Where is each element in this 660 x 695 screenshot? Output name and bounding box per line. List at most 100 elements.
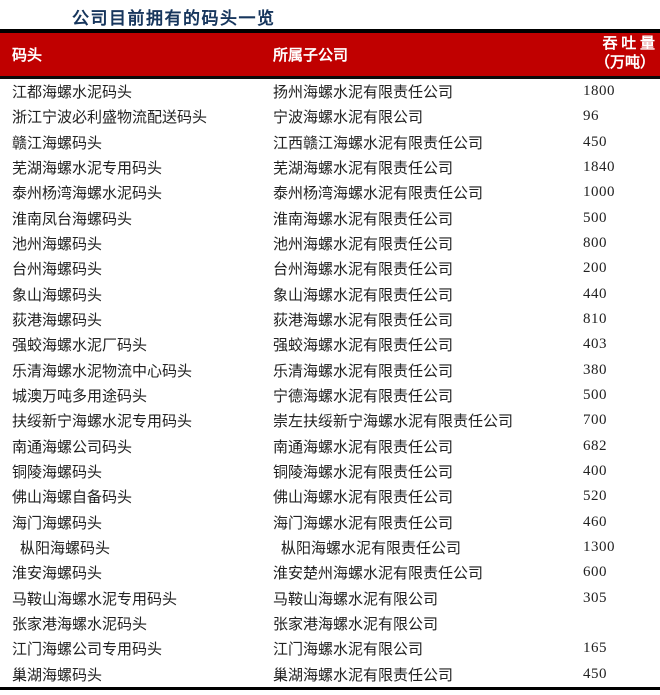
- wharf-name-cell: 佛山海螺自备码头: [12, 490, 133, 507]
- subsidiary-name-cell: 海门海螺水泥有限责任公司: [273, 515, 454, 532]
- subsidiary-name-cell: 崇左扶绥新宁海螺水泥有限责任公司: [273, 414, 514, 431]
- subsidiary-name-cell: 淮安楚州海螺水泥有限责任公司: [273, 566, 484, 583]
- subsidiary-name-cell: 台州海螺水泥有限责任公司: [273, 262, 454, 279]
- wharf-name-cell: 淮安海螺码头: [12, 566, 103, 583]
- subsidiary-name-cell: 淮南海螺水泥有限责任公司: [273, 211, 454, 228]
- wharf-name-cell: 马鞍山海螺水泥专用码头: [12, 591, 178, 608]
- header-subsidiary: 所属子公司: [273, 48, 349, 64]
- throughput-value-cell: 450: [583, 665, 607, 682]
- wharf-name-cell: 江都海螺水泥码头: [12, 85, 133, 102]
- table-header-row: 码头 所属子公司 吞 吐 量 （万吨）: [0, 29, 660, 79]
- throughput-value-cell: 460: [583, 513, 607, 530]
- throughput-value-cell: 403: [583, 336, 607, 353]
- table-row: 铜陵海螺码头 铜陵海螺水泥有限责任公司 400: [0, 459, 660, 484]
- header-wharf: 码头: [12, 48, 43, 64]
- table-row: 马鞍山海螺水泥专用码头 马鞍山海螺水泥有限公司 305: [0, 586, 660, 611]
- header-throughput: 吞 吐 量 （万吨）: [571, 33, 660, 76]
- throughput-value-cell: 305: [583, 589, 607, 606]
- throughput-value-cell: 380: [583, 361, 607, 378]
- table-row: 张家港海螺水泥码头 张家港海螺水泥有限公司: [0, 611, 660, 636]
- table-row: 江都海螺水泥码头 扬州海螺水泥有限责任公司 1800: [0, 79, 660, 104]
- wharf-name-cell: 巢湖海螺码头: [12, 667, 103, 684]
- wharf-name-cell: 南通海螺公司码头: [12, 439, 133, 456]
- table-row: 荻港海螺码头 荻港海螺水泥有限责任公司 810: [0, 307, 660, 332]
- table-row: 台州海螺码头 台州海螺水泥有限责任公司 200: [0, 256, 660, 281]
- table-body: 江都海螺水泥码头 扬州海螺水泥有限责任公司 1800 浙江宁波必利盛物流配送码头 宁波海…: [0, 79, 660, 690]
- table-row: 城澳万吨多用途码头 宁德海螺水泥有限责任公司 500: [0, 383, 660, 408]
- throughput-value-cell: 1300: [583, 539, 615, 556]
- subsidiary-name-cell: 张家港海螺水泥有限公司: [273, 617, 439, 634]
- subsidiary-name-cell: 荻港海螺水泥有限责任公司: [273, 313, 454, 330]
- wharf-name-cell: 海门海螺码头: [12, 515, 103, 532]
- subsidiary-name-cell: 宁波海螺水泥有限公司: [273, 110, 424, 127]
- table-row: 赣江海螺码头 江西赣江海螺水泥有限责任公司 450: [0, 130, 660, 155]
- wharf-name-cell: 铜陵海螺码头: [12, 465, 103, 482]
- throughput-value-cell: 682: [583, 437, 607, 454]
- throughput-value-cell: 1800: [583, 83, 615, 100]
- wharf-name-cell: 浙江宁波必利盛物流配送码头: [12, 110, 208, 127]
- subsidiary-name-cell: 泰州杨湾海螺水泥有限责任公司: [273, 186, 484, 203]
- table-row: 佛山海螺自备码头 佛山海螺水泥有限责任公司 520: [0, 484, 660, 509]
- wharf-name-cell: 淮南凤台海螺码头: [12, 211, 133, 228]
- header-throughput-line1: 吞 吐 量: [602, 36, 655, 52]
- wharf-name-cell: 扶绥新宁海螺水泥专用码头: [12, 414, 193, 431]
- throughput-value-cell: 200: [583, 260, 607, 277]
- subsidiary-name-cell: 宁德海螺水泥有限责任公司: [273, 389, 454, 406]
- throughput-value-cell: 500: [583, 209, 607, 226]
- throughput-value-cell: 1840: [583, 159, 615, 176]
- wharf-name-cell: 象山海螺码头: [12, 287, 103, 304]
- wharf-name-cell: 池州海螺码头: [12, 237, 103, 254]
- throughput-value-cell: 165: [583, 640, 607, 657]
- throughput-value-cell: 440: [583, 285, 607, 302]
- subsidiary-name-cell: 巢湖海螺水泥有限责任公司: [273, 667, 454, 684]
- subsidiary-name-cell: 池州海螺水泥有限责任公司: [273, 237, 454, 254]
- table-row: 池州海螺码头 池州海螺水泥有限责任公司 800: [0, 231, 660, 256]
- throughput-value-cell: 800: [583, 235, 607, 252]
- table-title: 公司目前拥有的码头一览: [72, 9, 276, 28]
- subsidiary-name-cell: 南通海螺水泥有限责任公司: [273, 439, 454, 456]
- wharf-name-cell: 枞阳海螺码头: [20, 541, 111, 558]
- wharf-name-cell: 台州海螺码头: [12, 262, 103, 279]
- wharf-name-cell: 乐清海螺水泥物流中心码头: [12, 363, 193, 380]
- table-row: 象山海螺码头 象山海螺水泥有限责任公司 440: [0, 282, 660, 307]
- subsidiary-name-cell: 乐清海螺水泥有限责任公司: [273, 363, 454, 380]
- table-row: 芜湖海螺水泥专用码头 芜湖海螺水泥有限责任公司 1840: [0, 155, 660, 180]
- subsidiary-name-cell: 枞阳海螺水泥有限责任公司: [281, 541, 462, 558]
- table-row: 强蛟海螺水泥厂码头 强蛟海螺水泥有限责任公司 403: [0, 332, 660, 357]
- subsidiary-name-cell: 强蛟海螺水泥有限责任公司: [273, 338, 454, 355]
- table-row: 淮南凤台海螺码头 淮南海螺水泥有限责任公司 500: [0, 206, 660, 231]
- throughput-value-cell: 600: [583, 564, 607, 581]
- subsidiary-name-cell: 佛山海螺水泥有限责任公司: [273, 490, 454, 507]
- wharf-name-cell: 赣江海螺码头: [12, 135, 103, 152]
- table-row: 南通海螺公司码头 南通海螺水泥有限责任公司 682: [0, 434, 660, 459]
- wharf-table: 码头 所属子公司 吞 吐 量 （万吨） 江都海螺水泥码头 扬州海螺水泥有限责任公司…: [0, 29, 660, 690]
- throughput-value-cell: 500: [583, 387, 607, 404]
- wharf-name-cell: 强蛟海螺水泥厂码头: [12, 338, 148, 355]
- subsidiary-name-cell: 芜湖海螺水泥有限责任公司: [273, 161, 454, 178]
- table-row: 海门海螺码头 海门海螺水泥有限责任公司 460: [0, 510, 660, 535]
- table-row: 淮安海螺码头 淮安楚州海螺水泥有限责任公司 600: [0, 560, 660, 585]
- wharf-name-cell: 江门海螺公司专用码头: [12, 642, 163, 659]
- table-row: 泰州杨湾海螺水泥码头 泰州杨湾海螺水泥有限责任公司 1000: [0, 180, 660, 205]
- table-row: 巢湖海螺码头 巢湖海螺水泥有限责任公司 450: [0, 662, 660, 687]
- header-throughput-line2: （万吨）: [594, 55, 655, 71]
- wharf-name-cell: 泰州杨湾海螺水泥码头: [12, 186, 163, 203]
- throughput-value-cell: 450: [583, 133, 607, 150]
- table-row: 枞阳海螺码头 枞阳海螺水泥有限责任公司 1300: [0, 535, 660, 560]
- wharf-name-cell: 城澳万吨多用途码头: [12, 389, 148, 406]
- throughput-value-cell: 520: [583, 488, 607, 505]
- table-row: 扶绥新宁海螺水泥专用码头 崇左扶绥新宁海螺水泥有限责任公司 700: [0, 408, 660, 433]
- wharf-name-cell: 张家港海螺水泥码头: [12, 617, 148, 634]
- table-row: 江门海螺公司专用码头 江门海螺水泥有限公司 165: [0, 636, 660, 661]
- table-row: 乐清海螺水泥物流中心码头 乐清海螺水泥有限责任公司 380: [0, 358, 660, 383]
- throughput-value-cell: 400: [583, 463, 607, 480]
- subsidiary-name-cell: 马鞍山海螺水泥有限公司: [273, 591, 439, 608]
- throughput-value-cell: 700: [583, 412, 607, 429]
- subsidiary-name-cell: 江门海螺水泥有限公司: [273, 642, 424, 659]
- table-row: 浙江宁波必利盛物流配送码头 宁波海螺水泥有限公司 96: [0, 104, 660, 129]
- wharf-name-cell: 荻港海螺码头: [12, 313, 103, 330]
- throughput-value-cell: 1000: [583, 184, 615, 201]
- subsidiary-name-cell: 江西赣江海螺水泥有限责任公司: [273, 135, 484, 152]
- subsidiary-name-cell: 铜陵海螺水泥有限责任公司: [273, 465, 454, 482]
